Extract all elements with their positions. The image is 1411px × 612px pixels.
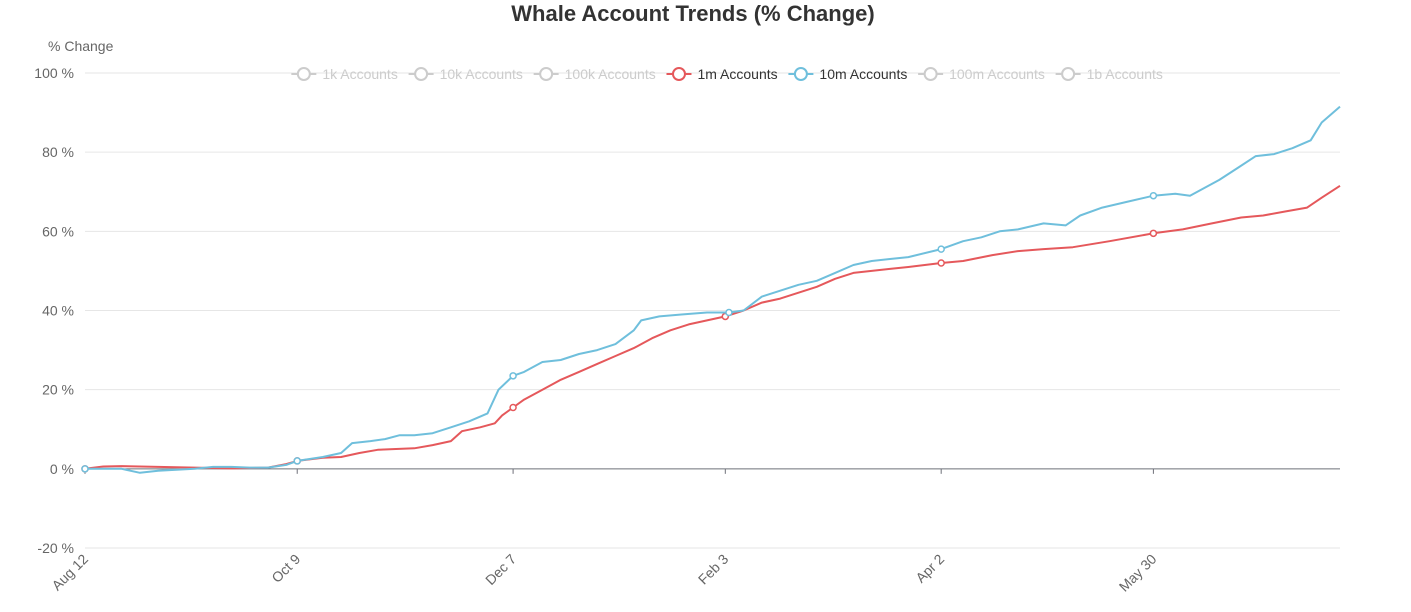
y-tick-label: 20 % [42, 382, 74, 398]
x-tick-label: May 30 [1116, 551, 1160, 595]
y-tick-label: 100 % [34, 65, 74, 81]
data-point[interactable] [937, 259, 945, 267]
y-tick-label: -20 % [37, 540, 74, 556]
x-tick-label: Feb 3 [695, 551, 732, 588]
data-point[interactable] [725, 308, 733, 317]
grid-lines [85, 72, 1340, 549]
legend-label: 1b Accounts [1087, 66, 1163, 82]
legend-marker-icon [793, 67, 808, 81]
y-tick-label: 0 % [50, 461, 74, 477]
x-tick-label: Apr 2 [912, 551, 947, 586]
legend-item-10k-accounts[interactable]: 10k Accounts [408, 66, 523, 82]
legend-label: 10m Accounts [819, 66, 907, 82]
data-point[interactable] [81, 465, 89, 473]
x-tick-label: Oct 9 [268, 551, 303, 586]
x-tick-label: Dec 7 [482, 551, 519, 588]
data-point[interactable] [509, 372, 517, 380]
legend-marker-icon [414, 67, 429, 81]
legend-item-1b-accounts[interactable]: 1b Accounts [1055, 66, 1163, 82]
data-point[interactable] [1149, 229, 1158, 238]
legend: 1k Accounts 10k Accounts 100k Accounts 1m A… [291, 66, 1163, 82]
legend-item-1k-accounts[interactable]: 1k Accounts [291, 66, 398, 82]
legend-item-10m-accounts[interactable]: 10m Accounts [788, 66, 907, 82]
chart-title: Whale Account Trends (% Change) [511, 1, 875, 26]
data-point[interactable] [937, 245, 945, 253]
legend-marker-icon [296, 67, 311, 81]
data-point[interactable] [293, 457, 301, 465]
legend-item-1m-accounts[interactable]: 1m Accounts [666, 66, 778, 82]
y-axis-ticks: 100 % 80 % 60 % 40 % 20 % 0 % -20 % [34, 65, 74, 556]
legend-item-100m-accounts[interactable]: 100m Accounts [918, 66, 1045, 82]
y-axis-label: % Change [48, 38, 114, 54]
y-tick-label: 80 % [42, 144, 74, 160]
legend-label: 100m Accounts [949, 66, 1045, 82]
y-tick-label: 60 % [42, 223, 74, 239]
data-point[interactable] [1149, 191, 1158, 200]
legend-marker-icon [539, 67, 554, 81]
legend-item-100k-accounts[interactable]: 100k Accounts [533, 66, 656, 82]
legend-marker-icon [671, 67, 686, 81]
y-tick-label: 40 % [42, 303, 74, 319]
x-axis: Aug 12 Oct 9 Dec 7 Feb 3 Apr 2 May 30 [48, 468, 1340, 595]
series-line-1m-accounts[interactable] [84, 184, 1341, 470]
legend-marker-icon [923, 67, 938, 81]
legend-label: 1k Accounts [322, 66, 398, 82]
series-line-10m-accounts[interactable] [85, 105, 1341, 474]
x-tick-label: Aug 12 [48, 551, 91, 594]
data-point[interactable] [509, 403, 517, 412]
legend-label: 100k Accounts [565, 66, 656, 82]
legend-label: 1m Accounts [697, 66, 777, 82]
series-lines [81, 105, 1341, 474]
legend-marker-icon [1061, 67, 1076, 81]
legend-label: 10k Accounts [440, 66, 523, 82]
